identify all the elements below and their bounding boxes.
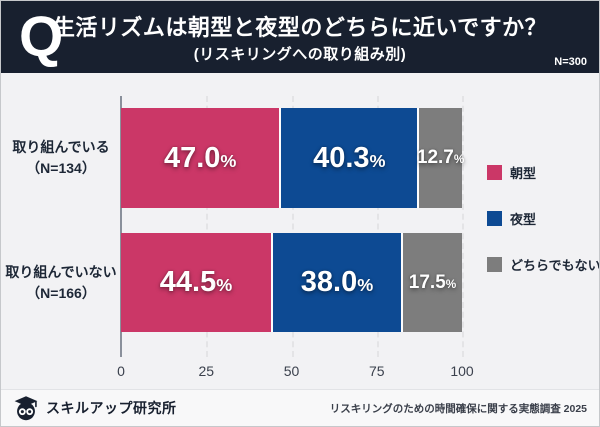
bar-row: 47.0% 40.3% 12.7% — [121, 108, 465, 208]
value-label: 47.0% — [163, 141, 237, 174]
sample-size-label: N=300 — [554, 56, 587, 68]
percent-sign: % — [369, 150, 386, 171]
legend: 朝型 夜型 どちらでもない — [487, 163, 600, 301]
page-title: 生活リズムは朝型と夜型のどちらに近いですか？ — [52, 15, 548, 40]
bar-segment-neither: 12.7% — [416, 108, 465, 208]
category-label: 取り組んでいない （N=166） — [1, 233, 121, 332]
percent-sign: % — [357, 275, 374, 295]
legend-label: 朝型 — [510, 166, 537, 181]
legend-label: 夜型 — [510, 212, 537, 227]
legend-swatch — [487, 257, 502, 272]
header: Q 生活リズムは朝型と夜型のどちらに近いですか？ (リスキリングへの取り組み別)… — [1, 1, 599, 73]
percent-sign: % — [216, 275, 233, 295]
bar-row: 44.5% 38.0% 17.5% — [121, 233, 462, 332]
x-tick-label: 25 — [198, 363, 215, 379]
category-label-line2: （N=166） — [26, 284, 96, 301]
value-label: 40.3% — [313, 141, 386, 174]
brand: スキルアップ研究所 — [13, 395, 177, 421]
category-label-line1: 取り組んでいない — [5, 263, 117, 280]
legend-label: どちらでもない — [510, 258, 600, 273]
legend-swatch — [487, 165, 502, 180]
gridline — [206, 96, 209, 357]
plot-area: 47.0% 40.3% 12.7% 44.5% 38.0% 17.5% — [117, 73, 474, 389]
value-label: 17.5% — [408, 271, 457, 293]
y-axis-line — [120, 96, 122, 357]
gridline — [376, 96, 379, 357]
brand-name: スキルアップ研究所 — [46, 400, 177, 416]
question-mark-icon: Q — [19, 5, 64, 69]
percent-sign: % — [220, 150, 237, 171]
value-label: 44.5% — [159, 266, 233, 298]
bar-segment-morning: 47.0% — [121, 108, 280, 208]
bar-segment-neither: 17.5% — [401, 233, 462, 332]
x-tick-label: 100 — [450, 363, 474, 379]
category-label-line2: （N=134） — [26, 160, 96, 176]
category-label: 取り組んでいる （N=134） — [1, 108, 121, 208]
value-label: 38.0% — [300, 266, 374, 298]
x-tick-label: 0 — [117, 363, 125, 379]
page-subtitle: (リスキリングへの取り組み別) — [193, 46, 407, 63]
bar-segment-morning: 44.5% — [121, 233, 271, 332]
gridline — [291, 96, 294, 357]
owl-graduation-logo-icon — [14, 396, 38, 421]
legend-swatch — [487, 211, 502, 226]
bar-segment-night: 40.3% — [279, 108, 418, 208]
gridline — [462, 96, 464, 357]
footer: スキルアップ研究所 リスキリングのための時間確保に関する実態調査 2025 — [1, 389, 599, 426]
x-tick-label: 75 — [368, 363, 385, 379]
value-label: 12.7% — [416, 147, 465, 168]
category-label-line1: 取り組んでいる — [12, 139, 110, 155]
legend-item-morning: 朝型 — [487, 163, 599, 182]
legend-item-neither: どちらでもない — [487, 255, 600, 274]
percent-sign: % — [453, 153, 465, 166]
legend-item-night: 夜型 — [487, 209, 599, 228]
source-citation: リスキリングのための時間確保に関する実態調査 2025 — [329, 402, 587, 415]
bar-segment-night: 38.0% — [270, 233, 402, 332]
header-titles: 生活リズムは朝型と夜型のどちらに近いですか？ (リスキリングへの取り組み別) — [1, 1, 599, 64]
x-tick-label: 50 — [283, 363, 300, 379]
chart-area: 取り組んでいる （N=134） 取り組んでいない （N=166） 47.0% 4… — [1, 73, 599, 389]
percent-sign: % — [445, 277, 457, 291]
